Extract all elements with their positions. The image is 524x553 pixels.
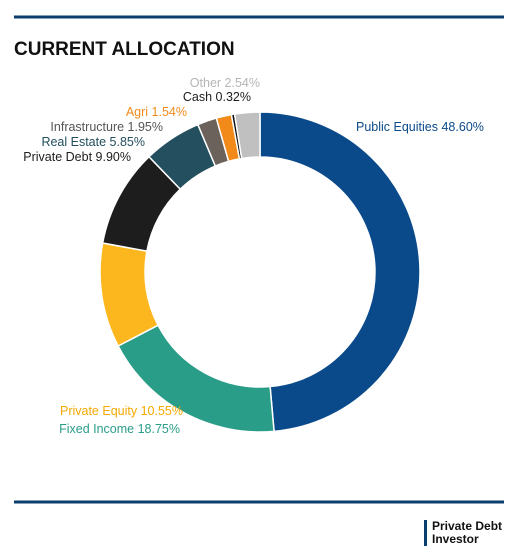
slice-label: Private Equity 10.55% xyxy=(60,404,183,418)
slice-label: Real Estate 5.85% xyxy=(41,135,145,149)
category-name: Infrastructure xyxy=(50,120,124,134)
slice-label: Fixed Income 18.75% xyxy=(59,422,180,436)
category-name: Private Equity xyxy=(60,404,138,418)
value-label: 1.95% xyxy=(128,120,163,134)
category-name: Private Debt xyxy=(23,150,92,164)
category-name: Fixed Income xyxy=(59,422,134,436)
slice xyxy=(233,111,261,160)
category-name: Cash xyxy=(183,90,212,104)
slice-label: Agri 1.54% xyxy=(126,105,187,119)
logo-line: Investor xyxy=(432,532,479,546)
category-name: Real Estate xyxy=(41,135,106,149)
value-label: 5.85% xyxy=(110,135,145,149)
value-label: 48.60% xyxy=(441,120,483,134)
slice-label: Public Equities 48.60% xyxy=(356,120,484,134)
slice-label: Infrastructure 1.95% xyxy=(50,120,163,134)
logo-bar xyxy=(424,520,427,546)
category-name: Agri xyxy=(126,105,148,119)
category-name: Other xyxy=(190,76,221,90)
value-label: 2.54% xyxy=(225,76,260,90)
slice xyxy=(99,242,160,347)
slice-label: Other 2.54% xyxy=(190,76,260,90)
category-name: Public Equities xyxy=(356,120,438,134)
value-label: 9.90% xyxy=(96,150,131,164)
logo-line: Private Debt xyxy=(432,519,502,533)
value-label: 10.55% xyxy=(141,404,183,418)
slice-label: Cash 0.32% xyxy=(183,90,251,104)
slice-label: Private Debt 9.90% xyxy=(23,150,131,164)
value-label: 18.75% xyxy=(138,422,180,436)
slice xyxy=(259,111,421,433)
value-label: 0.32% xyxy=(216,90,251,104)
chart-title: CURRENT ALLOCATION xyxy=(14,39,235,60)
value-label: 1.54% xyxy=(152,105,187,119)
